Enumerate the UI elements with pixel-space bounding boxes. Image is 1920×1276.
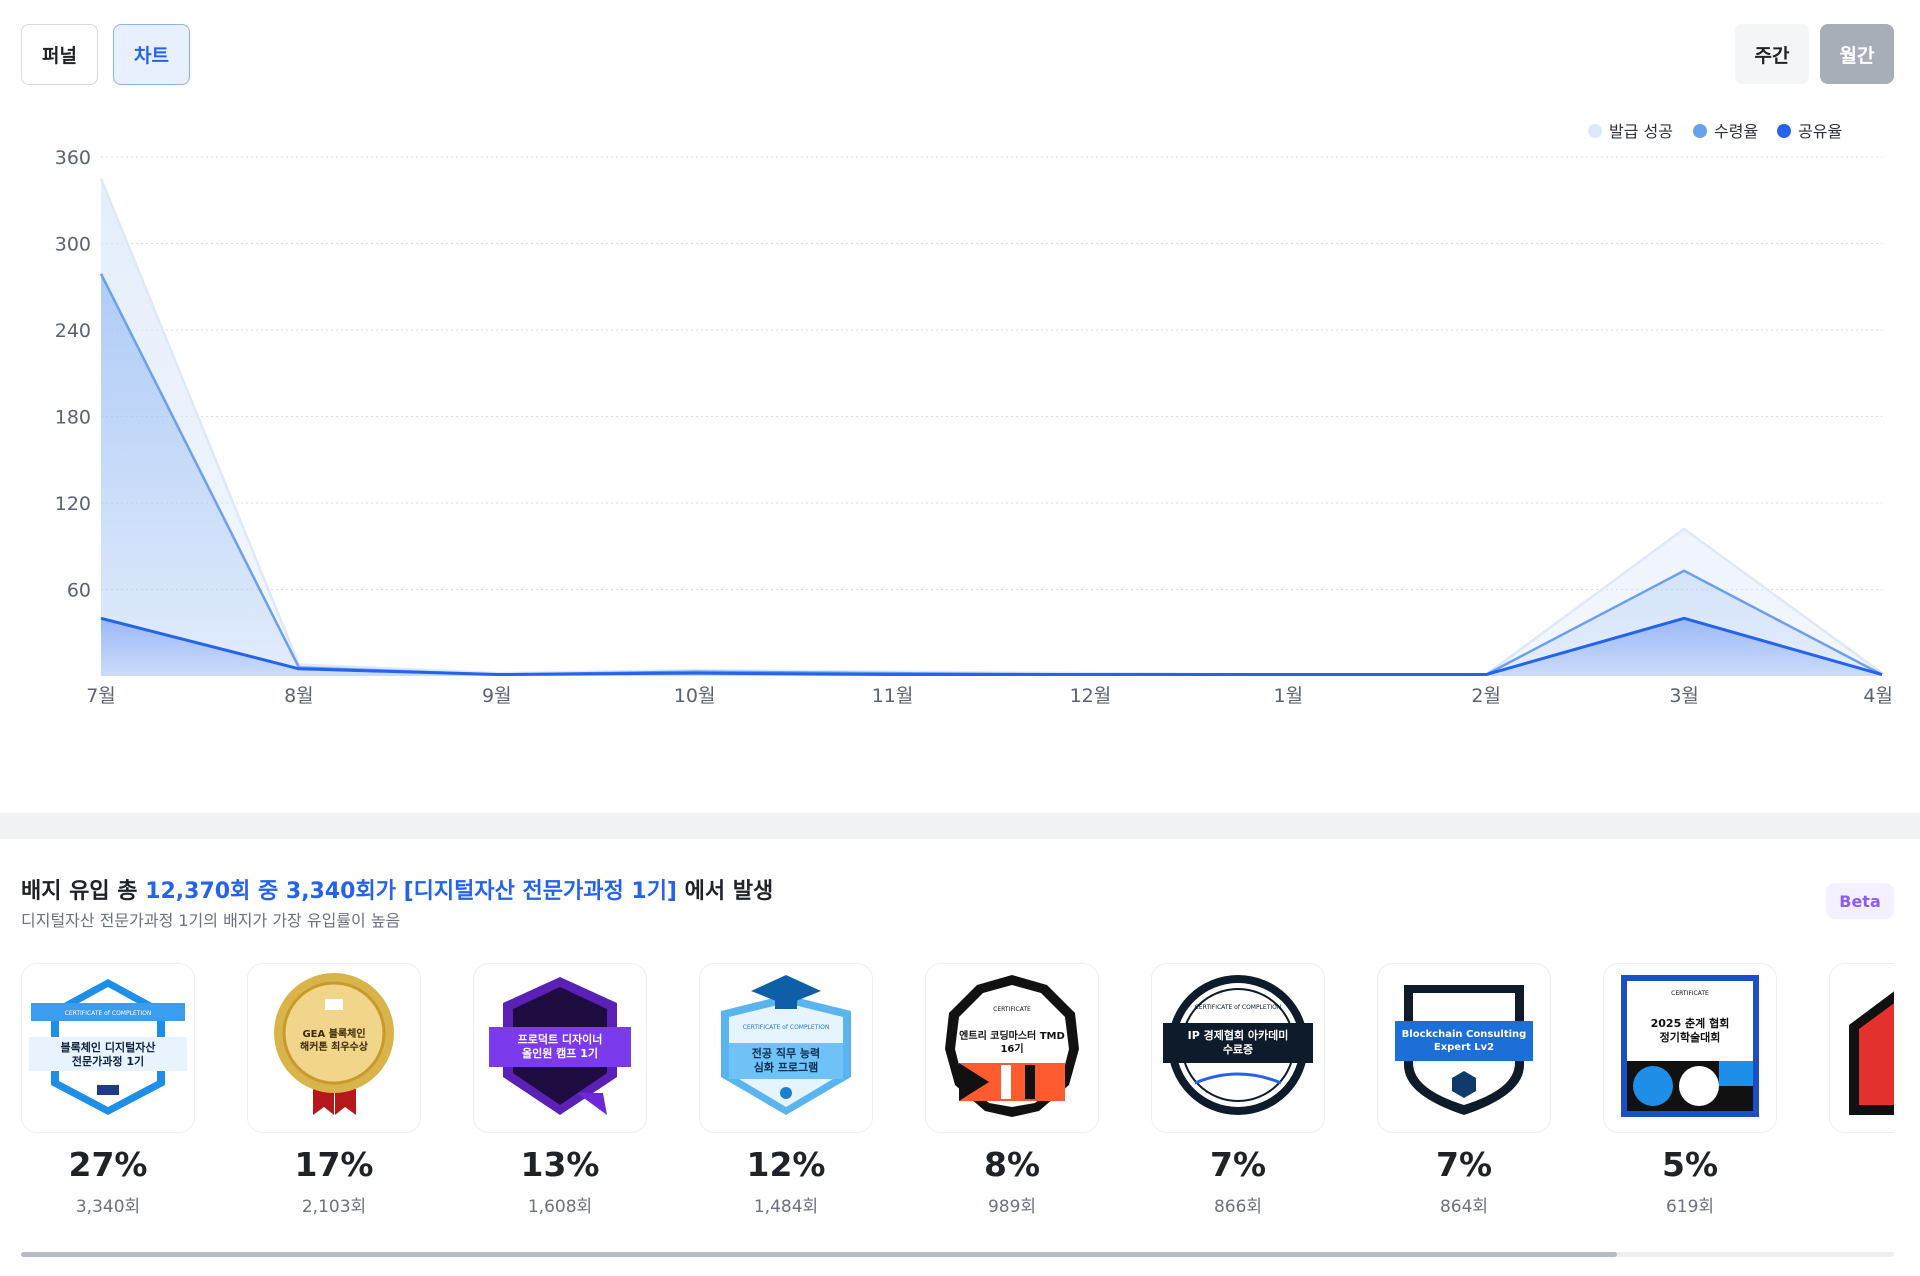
badge-count: 3,340회 (75, 1197, 141, 1217)
badge-card[interactable]: CERTIFICATE of COMPLETION IP 경제협회 아카데미 수료… (1151, 963, 1325, 1217)
monthly-button[interactable]: 월간 (1820, 24, 1894, 84)
legend-marker (1777, 124, 1791, 138)
funnel-view-button[interactable]: 퍼널 (21, 24, 98, 85)
badge-row: CERTIFICATE of COMPLETION 블록체인 디지털자산 전문가과… (21, 963, 1894, 1217)
series-line-2 (100, 616, 1883, 677)
svg-text:해커톤 최우수상: 해커톤 최우수상 (300, 1040, 369, 1053)
svg-text:프로덕트 디자이너: 프로덕트 디자이너 (518, 1032, 603, 1046)
svg-text:2025 춘계 협회: 2025 춘계 협회 (1651, 1016, 1730, 1030)
badge-percentage: 7% (1209, 1145, 1267, 1184)
badge-percentage: 12% (746, 1145, 826, 1184)
x-tick-label: 11월 (872, 685, 914, 707)
svg-text:CERTIFICATE: CERTIFICATE (1671, 990, 1709, 997)
x-tick-label: 4월 (1863, 685, 1893, 707)
svg-text:CERTIFICATE of COMPLETION: CERTIFICATE of COMPLETION (65, 1010, 152, 1017)
view-toggle: 퍼널 차트 (21, 24, 190, 85)
svg-text:심화 프로그램: 심화 프로그램 (754, 1060, 819, 1074)
legend-label: 수령율 (1714, 122, 1758, 141)
insight-title-prefix: 배지 유입 총 (21, 879, 146, 904)
svg-text:블록체인 디지털자산: 블록체인 디지털자산 (61, 1040, 156, 1054)
svg-text:CERTIFICATE: CERTIFICATE (993, 1006, 1031, 1013)
svg-text:전문가과정 1기: 전문가과정 1기 (72, 1054, 144, 1068)
conference-square-badge: CERTIFICATE 2025 춘계 협회 정기학술대회 (1603, 963, 1777, 1133)
badge-strip[interactable]: CERTIFICATE of COMPLETION 블록체인 디지털자산 전문가과… (21, 963, 1894, 1218)
x-tick-label: 12월 (1070, 685, 1112, 707)
graduation-cap-badge: CERTIFICATE of COMPLETION 전공 직무 능력 심화 프로그… (699, 963, 873, 1133)
area-chart: 60 120 180 240 300 360 7월 8월 9월 10월 11월 12월 1월 2월 3월 4월… (55, 122, 1893, 707)
legend-label: 발급 성공 (1609, 122, 1673, 141)
svg-text:CERTIFICATE of COMPLETION: CERTIFICATE of COMPLETION (1195, 1004, 1282, 1011)
series-area-1 (101, 273, 1882, 676)
y-tick-label: 360 (55, 147, 91, 169)
badge-percentage: 13% (520, 1145, 600, 1184)
legend-label: 공유율 (1798, 122, 1842, 141)
badge-count: 989회 (987, 1197, 1037, 1217)
period-toggle: 주간 월간 (1735, 24, 1894, 84)
svg-text:CERTIFICATE of COMPLETION: CERTIFICATE of COMPLETION (743, 1024, 830, 1031)
badge-card[interactable]: CERTIFICATE of COMPLETION 블록체인 디지털자산 전문가과… (21, 963, 195, 1217)
x-tick-label: 9월 (482, 685, 512, 707)
scrollbar-thumb[interactable] (21, 1252, 1617, 1257)
badge-card[interactable]: GlobChall33 (1829, 963, 1894, 1217)
y-tick-label: 120 (55, 493, 91, 515)
insight-title-suffix: 에서 발생 (677, 879, 774, 904)
badge-count: 1,484회 (753, 1197, 819, 1217)
badge-percentage: 5% (1661, 1145, 1719, 1184)
legend-marker (1693, 124, 1707, 138)
x-tick-label: 3월 (1669, 685, 1699, 707)
badge-card[interactable]: GEA 블록체인 해커톤 최우수상 17% 2,103회 (247, 963, 421, 1217)
badge-percentage: 7% (1435, 1145, 1493, 1184)
red-octagon-badge: GlobChall (1829, 963, 1894, 1133)
insight-title: 배지 유입 총 12,370회 중 3,340회가 [디지털자산 전문가과정 1… (21, 873, 773, 905)
coding-master-badge: CERTIFICATE 엔트리 코딩마스터 TMD 16기 (925, 963, 1099, 1133)
badge-count: 2,103회 (301, 1197, 367, 1217)
x-tick-label: 8월 (284, 685, 314, 707)
badge-percentage: 8% (983, 1145, 1041, 1184)
svg-text:IP 경제협회 아카데미: IP 경제협회 아카데미 (1188, 1028, 1289, 1042)
y-tick-label: 240 (55, 320, 91, 342)
svg-text:전공 직무 능력: 전공 직무 능력 (752, 1046, 820, 1060)
gold-medal-badge: GEA 블록체인 해커톤 최우수상 (247, 963, 421, 1133)
x-tick-label: 1월 (1274, 685, 1304, 707)
x-tick-label: 2월 (1471, 685, 1501, 707)
chart-view-button[interactable]: 차트 (113, 24, 190, 85)
svg-text:엔트리 코딩마스터 TMD: 엔트리 코딩마스터 TMD (959, 1029, 1065, 1042)
svg-text:수료증: 수료증 (1223, 1043, 1253, 1056)
svg-text:16기: 16기 (1000, 1042, 1023, 1055)
beta-badge: Beta (1826, 883, 1894, 919)
badge-card[interactable]: CERTIFICATE 2025 춘계 협회 정기학술대회 5% 619회 (1603, 963, 1777, 1217)
x-tick-label: 10월 (674, 685, 716, 707)
x-tick-label: 7월 (86, 685, 116, 707)
legend-marker (1588, 124, 1602, 138)
svg-text:올인원 캠프 1기: 올인원 캠프 1기 (522, 1046, 598, 1060)
svg-text:정기학술대회: 정기학술대회 (1660, 1030, 1721, 1044)
purple-shield-badge: 프로덕트 디자이너 올인원 캠프 1기 (473, 963, 647, 1133)
badge-percentage: 17% (294, 1145, 374, 1184)
weekly-button[interactable]: 주간 (1735, 24, 1809, 84)
series-area-0 (101, 178, 1882, 676)
svg-text:Blockchain Consulting: Blockchain Consulting (1402, 1029, 1527, 1040)
round-seal-badge: CERTIFICATE of COMPLETION IP 경제협회 아카데미 수료… (1151, 963, 1325, 1133)
y-tick-label: 180 (55, 407, 91, 429)
y-tick-label: 60 (67, 580, 91, 602)
badge-count: 619회 (1665, 1197, 1715, 1217)
svg-text:GEA 블록체인: GEA 블록체인 (302, 1027, 365, 1040)
horizontal-scrollbar[interactable] (21, 1252, 1894, 1257)
badge-percentage: 27% (68, 1145, 148, 1184)
svg-text:Expert Lv2: Expert Lv2 (1434, 1042, 1494, 1053)
insight-title-highlight: 12,370회 중 3,340회가 [디지털자산 전문가과정 1기] (145, 879, 677, 904)
series-line-0 (99, 178, 1883, 676)
badge-card[interactable]: 프로덕트 디자이너 올인원 캠프 1기 13% 1,608회 (473, 963, 647, 1217)
blockchain-shield-badge: Blockchain Consulting Expert Lv2 (1377, 963, 1551, 1133)
badge-card[interactable]: CERTIFICATE of COMPLETION 전공 직무 능력 심화 프로그… (699, 963, 873, 1217)
badge-card[interactable]: CERTIFICATE 엔트리 코딩마스터 TMD 16기 8% 989회 (925, 963, 1099, 1217)
badge-card[interactable]: Blockchain Consulting Expert Lv2 7% 864회 (1377, 963, 1551, 1217)
badge-count: 864회 (1439, 1197, 1489, 1217)
y-tick-label: 300 (55, 234, 91, 256)
badge-count: 866회 (1213, 1197, 1263, 1217)
insight-subtitle: 디지털자산 전문가과정 1기의 배지가 가장 유입률이 높음 (21, 911, 401, 930)
section-divider (0, 813, 1920, 839)
certificate-blue-ribbon-badge: CERTIFICATE of COMPLETION 블록체인 디지털자산 전문가과… (21, 963, 195, 1133)
badge-count: 1,608회 (527, 1197, 593, 1217)
